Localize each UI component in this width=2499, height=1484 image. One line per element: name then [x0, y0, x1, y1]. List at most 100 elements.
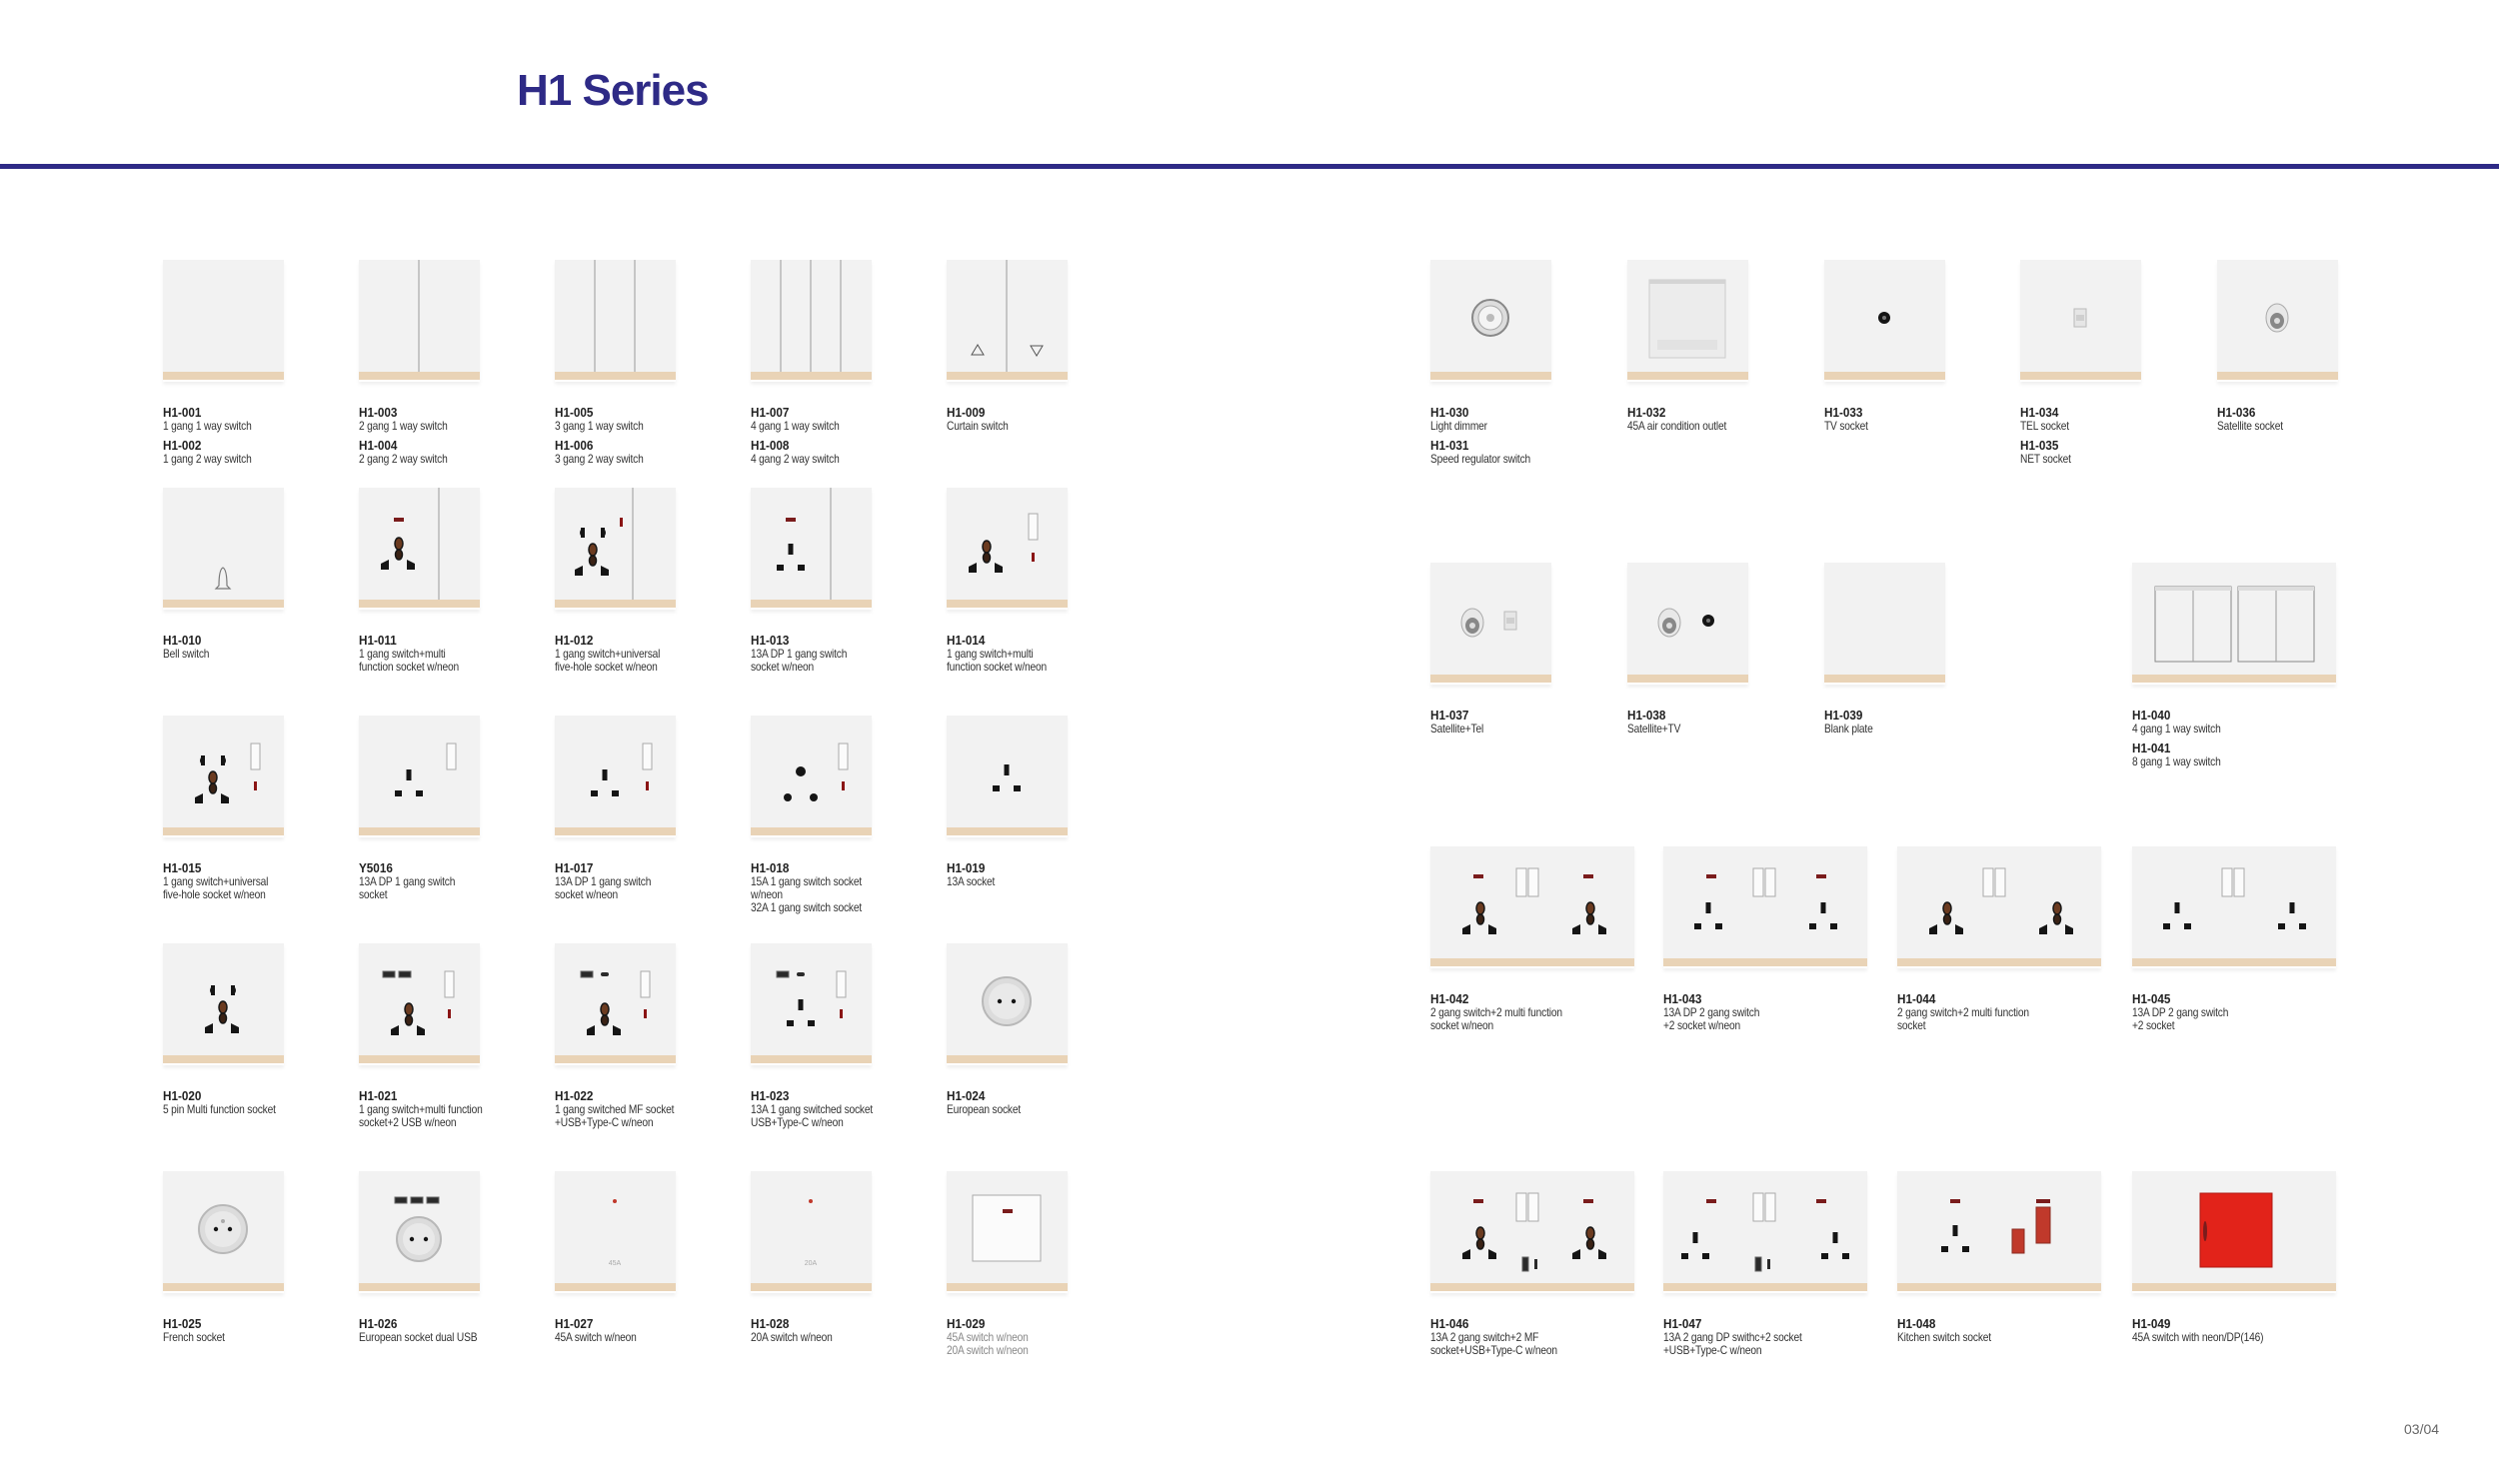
product-plate [1627, 260, 1748, 380]
page-title: H1 Series [517, 66, 710, 115]
product-item: H1-043 13A DP 2 gang switch +2 socket w/n… [1663, 846, 1867, 1032]
rocker-switch [1028, 513, 1039, 541]
rocker-switch [838, 742, 849, 770]
product-labels: H1-048 Kitchen switch socket [1897, 1317, 2157, 1350]
plate-base [1430, 372, 1551, 380]
product-item: 20A H1-028 20A switch w/neon [751, 1171, 872, 1344]
product-labels: H1-045 13A DP 2 gang switch +2 socket [2132, 992, 2392, 1038]
product-item: H1-046 13A 2 gang switch+2 MF socket+USB+… [1430, 1171, 1634, 1357]
product-labels: H1-023 13A 1 gang switched socket USB+Typ… [751, 1089, 1011, 1135]
product-item: H1-033 TV socket [1824, 260, 1945, 433]
product-item: H1-038 Satellite+TV [1627, 563, 1748, 736]
product-item: H1-022 1 gang switched MF socket +USB+Typ… [555, 943, 676, 1129]
product-item: H1-001 1 gang 1 way switch H1-002 1 gang 2 … [163, 260, 284, 466]
product-plate [163, 260, 284, 380]
neon-indicator [448, 1009, 451, 1018]
uk-socket-icon [1821, 1232, 1849, 1259]
type-c-port-icon [1767, 1259, 1770, 1269]
product-code: H1-006 [555, 438, 594, 453]
product-description: 5 pin Multi function socket [163, 1102, 276, 1116]
neon-indicator [842, 781, 845, 790]
multi-function-socket-icon [391, 1002, 425, 1035]
rocker-switch [1752, 1192, 1764, 1222]
up-arrow-icon [971, 344, 985, 356]
product-description: 2 gang switch+2 multi function socket [1897, 1005, 2029, 1032]
product-code: H1-042 [1430, 991, 1469, 1006]
product-plate [1430, 260, 1551, 380]
product-plate [1663, 1171, 1867, 1291]
plate-base [1430, 675, 1551, 683]
product-plate [2132, 846, 2336, 966]
title-divider [0, 164, 2499, 169]
uk-socket-icon [787, 999, 815, 1026]
product-labels: H1-021 1 gang switch+multi function socke… [359, 1089, 619, 1135]
product-code: H1-007 [751, 405, 790, 420]
product-code: H1-036 [2217, 405, 2256, 420]
product-item: H1-011 1 gang switch+multi function socke… [359, 488, 480, 674]
product-description: NET socket [2020, 452, 2071, 466]
product-description: 13A 2 gang DP swithc+2 socket +USB+Type-… [1663, 1330, 1802, 1357]
product-code: H1-001 [163, 405, 202, 420]
product-code: H1-018 [751, 860, 790, 875]
product-description: 20A switch w/neon [751, 1330, 833, 1344]
product-code: H1-013 [751, 633, 790, 648]
plate-base [1663, 1283, 1867, 1291]
neon-indicator [1583, 1199, 1593, 1203]
product-code: H1-032 [1627, 405, 1666, 420]
product-description: Satellite+TV [1627, 722, 1681, 736]
product-item: H1-021 1 gang switch+multi function socke… [359, 943, 483, 1129]
product-code: H1-048 [1897, 1316, 1936, 1331]
product-description: 13A DP 2 gang switch +2 socket w/neon [1663, 1005, 1760, 1032]
product-description: 1 gang switch+universal five-hole socket… [555, 647, 661, 674]
product-plate: 20A [751, 1171, 872, 1291]
plate-base [751, 1055, 872, 1063]
product-item: H1-026 European socket dual USB [359, 1171, 480, 1344]
product-code: H1-045 [2132, 991, 2171, 1006]
product-labels: H1-034 TEL socket H1-035 NET socket [2020, 406, 2280, 472]
product-code: H1-034 [2020, 405, 2059, 420]
down-arrow-icon [1030, 345, 1044, 357]
product-item: H1-014 1 gang switch+multi function socke… [947, 488, 1068, 674]
usb-port-icon [426, 1196, 440, 1204]
product-code: H1-003 [359, 405, 398, 420]
product-labels: H1-022 1 gang switched MF socket +USB+Typ… [555, 1089, 815, 1135]
product-code: H1-014 [947, 633, 986, 648]
neon-indicator [644, 1009, 647, 1018]
usb-port-icon [580, 970, 594, 978]
product-labels: H1-026 European socket dual USB [359, 1317, 619, 1350]
product-item: H1-020 5 pin Multi function socket [163, 943, 284, 1116]
multi-function-socket-icon [381, 537, 415, 570]
product-item: H1-010 Bell switch [163, 488, 284, 661]
rocker-switch [444, 970, 455, 998]
product-description: Kitchen switch socket [1897, 1330, 1991, 1344]
multi-function-socket-icon [1462, 1226, 1496, 1259]
rocker-switch [1994, 867, 2006, 897]
plate-base [163, 1055, 284, 1063]
rocker-switch [2221, 867, 2233, 897]
product-labels: H1-037 Satellite+Tel [1430, 709, 1690, 742]
plate-base [947, 1055, 1068, 1063]
product-item: H1-040 4 gang 1 way switch H1-041 8 gang 1 … [2132, 563, 2336, 768]
neon-indicator [1473, 1199, 1483, 1203]
product-plate [2132, 1171, 2336, 1291]
plate-base [163, 827, 284, 835]
plate-base [751, 827, 872, 835]
usb-port-icon [1754, 1256, 1762, 1272]
plate-base [555, 372, 676, 380]
product-item: H1-019 13A socket [947, 716, 1068, 888]
rocker-switch [972, 1194, 1042, 1262]
product-plate [555, 716, 676, 835]
rocker-switch [446, 742, 457, 770]
product-code: H1-011 [359, 633, 397, 648]
plate-base [1627, 675, 1748, 683]
product-code: H1-023 [751, 1088, 790, 1103]
multi-function-socket-icon [587, 1002, 621, 1035]
product-code: H1-039 [1824, 708, 1863, 723]
product-description: Blank plate [1824, 722, 1873, 736]
neon-indicator [394, 518, 404, 522]
plate-base [163, 600, 284, 608]
product-plate [1663, 846, 1867, 966]
product-code: H1-005 [555, 405, 594, 420]
product-labels: H1-036 Satellite socket [2217, 406, 2477, 439]
product-description: Light dimmer [1430, 419, 1487, 433]
